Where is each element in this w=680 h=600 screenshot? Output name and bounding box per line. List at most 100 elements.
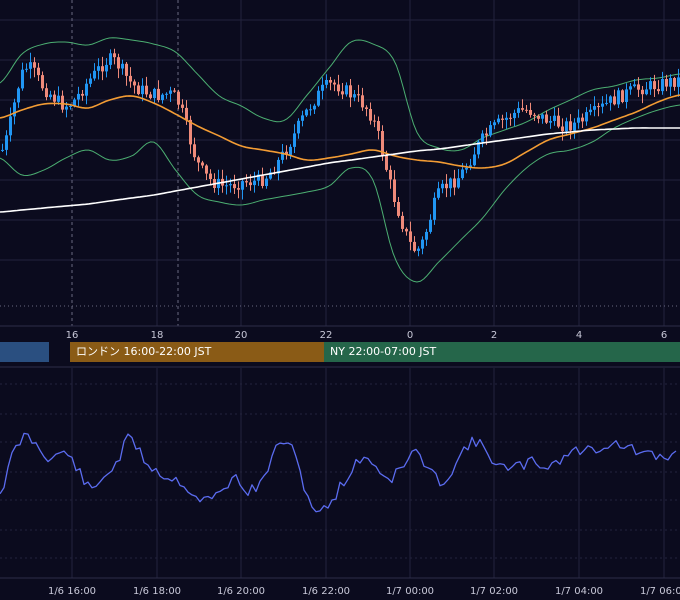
candle-body [441,183,444,189]
candle-body [261,174,264,186]
candle-body [369,109,372,121]
candle-body [49,94,52,98]
candle-body [153,88,156,99]
candle-body [581,117,584,122]
candle-body [285,151,288,155]
bollinger-upper-line [0,37,680,152]
candle-body [41,75,44,89]
candle-body [513,112,516,119]
candle-body [301,115,304,121]
candle-body [165,93,168,95]
candle-body [249,182,252,186]
candle-body [505,117,508,120]
candle-body [565,121,568,132]
candle-body [185,107,188,120]
main-x-axis: 16 18 20 22 0 2 4 6 [66,330,668,341]
candle-body [533,114,536,116]
candle-body [141,85,144,95]
candle-body [101,66,104,72]
candle-body [105,64,108,72]
candle-body [529,110,532,115]
candle-body [73,99,76,106]
candle-body [421,239,424,249]
candle-body [77,93,80,100]
osc-x-tick-label: 1/6 18:00 [133,586,181,597]
osc-x-tick-label: 1/7 00:00 [386,586,434,597]
candle-body [365,107,368,109]
candle-body [457,178,460,188]
candle-body [33,62,36,68]
candle-body [121,63,124,69]
candle-body [433,197,436,220]
candle-body [269,172,272,179]
ma-long-line [0,127,680,213]
candle-body [117,57,120,69]
candle-body [469,165,472,168]
candle-body [549,121,552,123]
candle-body [57,95,60,102]
candle-body [69,106,72,107]
session-band-tokyo [0,342,49,362]
candle-body [321,84,324,91]
candle-body [485,133,488,136]
candle-body [145,85,148,95]
candle-body [257,174,260,181]
candle-body [349,85,352,98]
candle-body [9,116,12,136]
candle-body [621,90,624,102]
candle-body [601,103,604,107]
osc-x-tick-label: 1/7 04:00 [555,586,603,597]
candle-body [125,63,128,76]
candle-body [97,66,100,71]
candle-body [537,116,540,119]
candle-body [25,68,28,70]
candle-body [629,86,632,90]
candle-body [397,202,400,216]
candle-body [277,159,280,174]
candle-body [593,106,596,110]
candle-body [473,154,476,166]
candle-body [161,94,164,101]
candle-body [445,183,448,189]
candle-body [21,69,24,89]
candle-body [525,109,528,111]
candle-body [333,82,336,85]
candle-body [541,114,544,119]
candle-body [401,215,404,229]
candle-body [197,157,200,163]
session-band-ny: NY 22:00-07:00 JST [324,342,680,362]
candle-body [313,105,316,110]
candle-body [281,151,284,160]
candle-body [461,169,464,179]
candle-body [545,114,548,123]
x-tick-label: 22 [320,330,333,341]
candle-body [129,75,132,82]
candle-body [297,120,300,134]
candle-body [625,89,628,102]
oscillator-line [0,432,677,513]
candle-body [53,94,56,102]
candle-body [521,108,524,110]
candle-body [357,94,360,96]
candle-body [353,94,356,98]
candle-body [345,85,348,95]
candle-body [449,178,452,189]
candle-body [13,102,16,117]
candle-body [489,125,492,136]
session-band-london: ロンドン 16:00-22:00 JST [70,342,324,362]
candle-body [293,133,296,147]
candle-body [1,149,4,151]
candle-body [157,88,160,100]
candle-body [501,118,504,120]
candle-body [453,178,456,188]
candle-body [373,120,376,122]
candle-body [633,84,636,87]
candle-body [585,112,588,122]
candle-body [361,95,364,108]
candle-body [393,179,396,202]
candle-body [645,89,648,95]
candle-body [265,178,268,186]
candle-body [389,169,392,180]
candle-body [569,121,572,131]
